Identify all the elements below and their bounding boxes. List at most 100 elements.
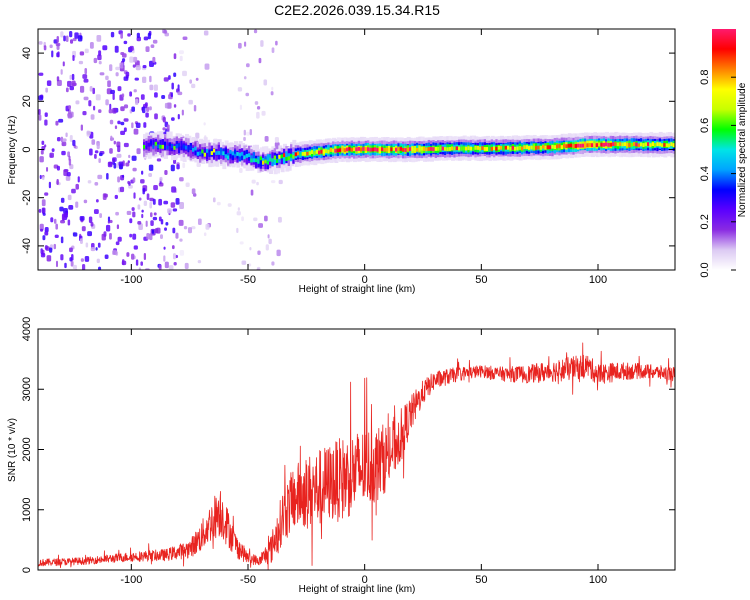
spectrogram-speckle [179, 55, 183, 62]
spectrogram-speckle [46, 80, 52, 87]
spectrogram-speckle [79, 51, 85, 56]
spectrogram-speckle [256, 111, 260, 119]
spectrogram-ridge-cell [171, 144, 175, 149]
spectrogram-speckle [142, 187, 146, 193]
spectrogram-speckle [116, 224, 120, 230]
spectrogram-speckle [212, 138, 218, 143]
colorbar-tick-label: 0.6 [699, 118, 711, 133]
spectrogram-ridge-cell [355, 147, 360, 152]
spectrogram-speckle [109, 119, 114, 125]
spectrogram-ridge-cell [607, 142, 612, 147]
spectrogram-speckle [65, 35, 69, 42]
spectrogram-speckle [56, 137, 61, 142]
spectrogram-ridge-cell [537, 145, 542, 150]
spectrogram-speckle [171, 186, 176, 193]
spectrogram-speckle [61, 150, 66, 156]
spectrogram-ridge-cell [661, 143, 665, 148]
spectrogram-ridge-cell [152, 139, 157, 147]
spectrogram-ridge-cell [378, 146, 383, 151]
spectrogram-speckle [168, 265, 174, 270]
spectrogram-y-tick-label: 0 [21, 146, 33, 152]
spectrogram-speckle [258, 57, 262, 64]
spectrogram-ridge-cell [630, 142, 635, 147]
spectrogram-speckle [40, 252, 46, 258]
spectrogram-ridge-cell [479, 146, 483, 151]
spectrogram-ridge-cell [593, 143, 598, 147]
spectrogram-ridge-cell [567, 143, 572, 148]
spectrogram-speckle [96, 34, 102, 42]
spectrogram-speckle [254, 101, 259, 105]
spectrogram-ridge-cell [189, 145, 194, 150]
spectrogram-ridge-cell [278, 154, 283, 159]
spectrogram-speckle [56, 76, 60, 82]
spectrogram-speckle [110, 31, 115, 38]
spectrogram-speckle [191, 188, 196, 195]
spectrogram-speckle [125, 162, 130, 167]
spectrogram-ridge-cell [266, 160, 271, 165]
spectrogram-speckle [123, 76, 129, 81]
spectrogram-ridge-cell [280, 154, 285, 159]
spectrogram-speckle [239, 241, 244, 245]
spectrogram-ridge-cell [448, 147, 453, 151]
spectrogram-speckle [122, 174, 125, 178]
spectrogram-speckle [243, 76, 247, 80]
spectrogram-speckle [164, 227, 167, 231]
spectrogram-speckle [251, 179, 256, 184]
spectrogram-speckle [56, 165, 60, 171]
spectrogram-ridge-cell [175, 144, 180, 149]
spectrogram-speckle [93, 209, 99, 215]
spectrogram-speckle [60, 220, 66, 224]
spectrogram-ridge-cell [257, 159, 262, 164]
spectrogram-speckle [120, 32, 123, 39]
spectrogram-speckle [177, 114, 180, 120]
spectrogram-speckle [56, 36, 59, 43]
spectrogram-speckle [179, 202, 184, 209]
spectrogram-speckle [148, 173, 153, 177]
spectrogram-speckle [131, 155, 137, 161]
spectrogram-speckle [45, 87, 48, 93]
spectrogram-speckle [51, 148, 55, 152]
spectrogram-speckle [137, 204, 141, 210]
spectrogram-ridge-cell [420, 146, 425, 151]
spectrogram-speckle [149, 197, 154, 202]
spectrogram-speckle [135, 259, 139, 266]
spectrogram-ridge-cell [374, 147, 378, 152]
spectrogram-speckle [191, 226, 196, 230]
spectrogram-ridge-cell [285, 151, 290, 159]
spectrogram-speckle [44, 119, 48, 126]
spectrogram-cells [38, 29, 675, 270]
spectrogram-x-ticks: -100 -50 0 50 100 [120, 29, 607, 286]
spectrogram-ridge-cell [619, 142, 623, 147]
spectrogram-speckle [106, 173, 109, 180]
spectrogram-speckle [164, 102, 168, 109]
spectrogram-speckle [115, 211, 119, 216]
spectrogram-ridge-cell [612, 142, 616, 147]
spectrogram-ridge-cell [605, 142, 609, 147]
spectrogram-ridge-cell [255, 158, 259, 163]
spectrogram-ridge-cell [376, 147, 381, 152]
spectrogram-ridge-cell [642, 143, 647, 147]
spectrogram-speckle [258, 223, 263, 228]
spectrogram-speckle [58, 118, 64, 123]
spectrogram-speckle [278, 179, 283, 185]
spectrogram-speckle [249, 246, 252, 251]
spectrogram-speckle [62, 138, 67, 142]
spectrogram-ridge-cell [199, 151, 203, 156]
spectrogram-speckle [154, 113, 158, 120]
spectrogram-ridge-cell [392, 146, 397, 151]
spectrogram-ridge-cell [196, 151, 201, 156]
spectrogram-speckle [153, 185, 158, 191]
spectrogram-speckle [115, 66, 120, 71]
spectrogram-speckle [109, 219, 113, 224]
snr-x-tick-label: 100 [589, 574, 607, 586]
snr-y-tick-label: 2000 [21, 437, 33, 461]
spectrogram-ridge-cell [656, 142, 661, 147]
spectrogram-ridge-cell [453, 146, 458, 151]
spectrogram-ridge-cell [628, 143, 633, 148]
spectrogram-speckle [182, 70, 187, 77]
spectrogram-speckle [131, 253, 135, 260]
spectrogram-speckle [46, 166, 49, 172]
spectrogram-ridge-cell [570, 143, 574, 148]
spectrogram-speckle [152, 56, 156, 63]
spectrogram-speckle [172, 208, 178, 212]
